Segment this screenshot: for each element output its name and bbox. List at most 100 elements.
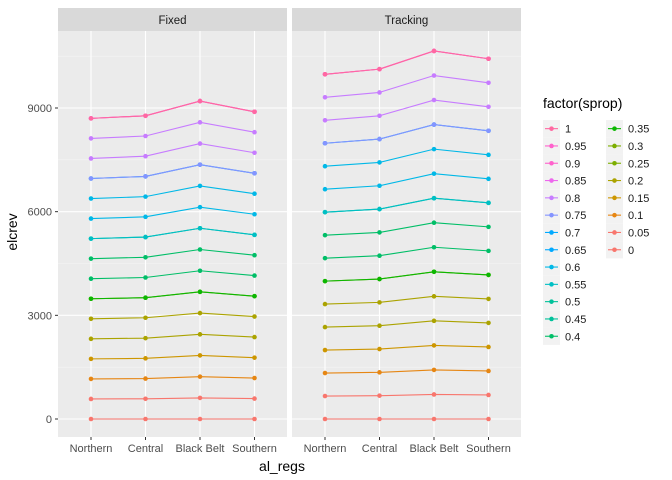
- data-point: [143, 133, 148, 139]
- legend-item: 0.15: [606, 189, 649, 207]
- data-point: [486, 128, 491, 134]
- legend-key-point: [612, 195, 617, 201]
- series-line: [90, 397, 255, 400]
- series-0.85: [322, 73, 491, 100]
- data-point: [377, 346, 382, 352]
- legend-item: 0.85: [543, 171, 586, 190]
- data-point: [486, 320, 491, 326]
- data-point: [486, 272, 491, 278]
- y-tick-label: 3000: [28, 310, 52, 322]
- legend-key-point: [612, 143, 617, 149]
- legend-key-point: [549, 333, 554, 339]
- data-point: [197, 289, 203, 295]
- series-line: [90, 121, 255, 139]
- series-line: [324, 222, 489, 236]
- series-0.45: [322, 220, 491, 238]
- legend-key-point: [549, 195, 554, 201]
- legend-key-point: [549, 230, 554, 235]
- series-0.65: [88, 183, 257, 201]
- legend-key-point: [612, 160, 617, 166]
- series-0.15: [322, 343, 491, 353]
- data-point: [252, 355, 257, 360]
- series-0.45: [88, 247, 257, 261]
- data-point: [143, 234, 148, 240]
- series-line: [90, 312, 255, 320]
- data-point: [322, 393, 328, 399]
- legend-item: 0.6: [543, 258, 580, 276]
- data-point: [88, 416, 94, 422]
- legend-label: 0.15: [628, 193, 649, 205]
- legend-key-point: [549, 160, 554, 166]
- series-0.25: [322, 294, 491, 307]
- legend-label: 0.3: [628, 141, 643, 153]
- x-tick-label: Black Belt: [410, 443, 459, 455]
- x-tick-label: Southern: [466, 443, 511, 455]
- data-point: [197, 374, 203, 379]
- data-point: [377, 276, 382, 282]
- y-axis: 0 3000 6000 9000: [28, 103, 58, 426]
- legend-label: 0.2: [628, 176, 643, 188]
- data-point: [486, 368, 491, 374]
- series-line: [90, 164, 255, 180]
- data-point: [88, 176, 94, 181]
- facet-strip: [292, 8, 521, 31]
- data-point: [143, 153, 148, 159]
- legend-item: 0.5: [543, 293, 580, 311]
- data-point: [322, 117, 328, 123]
- legend-label: 0.9: [565, 158, 580, 170]
- series-0.8: [88, 141, 257, 161]
- data-point: [143, 315, 148, 321]
- data-point: [322, 416, 328, 422]
- legend-label: 0.4: [565, 331, 580, 343]
- legend-label: 0.1: [628, 210, 643, 222]
- legend-item: 1: [543, 120, 571, 138]
- data-point: [322, 140, 328, 146]
- legend-key-point: [549, 316, 554, 322]
- legend-key-point: [612, 126, 617, 131]
- series-0.75: [88, 162, 257, 181]
- data-point: [486, 152, 491, 158]
- data-point: [143, 396, 148, 402]
- legend-item: 0: [606, 241, 634, 259]
- legend-key-point: [549, 178, 554, 183]
- series-0.4: [88, 268, 257, 282]
- facet-strip-label: Tracking: [385, 15, 429, 27]
- data-point: [322, 94, 328, 100]
- series-0.1: [322, 367, 491, 376]
- data-point: [252, 314, 257, 319]
- legend-item: 0.25: [606, 154, 649, 172]
- data-point: [143, 194, 148, 199]
- data-point: [88, 296, 94, 302]
- x-tick-label: Central: [362, 443, 397, 455]
- data-point: [431, 48, 437, 54]
- data-point: [88, 216, 94, 221]
- legend-key-point: [549, 299, 554, 304]
- series-line: [90, 227, 255, 240]
- data-point: [431, 269, 437, 275]
- data-point: [252, 171, 257, 176]
- data-point: [252, 232, 257, 238]
- legend-item: 0.7: [543, 223, 580, 242]
- data-point: [252, 273, 257, 278]
- legend-label: 0.25: [628, 158, 649, 170]
- data-point: [322, 324, 328, 330]
- data-point: [486, 104, 491, 110]
- series-0.35: [88, 289, 257, 302]
- series-1: [322, 48, 491, 77]
- data-point: [377, 90, 382, 95]
- data-point: [431, 367, 437, 373]
- data-point: [197, 247, 203, 252]
- data-point: [197, 141, 203, 146]
- legend-label: 0.7: [565, 227, 580, 239]
- series-line: [90, 185, 255, 200]
- legend-label: 0.5: [565, 297, 580, 309]
- data-point: [322, 163, 328, 169]
- data-point: [197, 162, 203, 167]
- data-point: [252, 252, 257, 258]
- x-tick-label: Black Belt: [176, 443, 225, 455]
- legend-label: 1: [565, 124, 571, 136]
- data-point: [486, 248, 491, 254]
- data-point: [431, 294, 437, 299]
- data-point: [88, 256, 94, 261]
- data-point: [431, 318, 437, 324]
